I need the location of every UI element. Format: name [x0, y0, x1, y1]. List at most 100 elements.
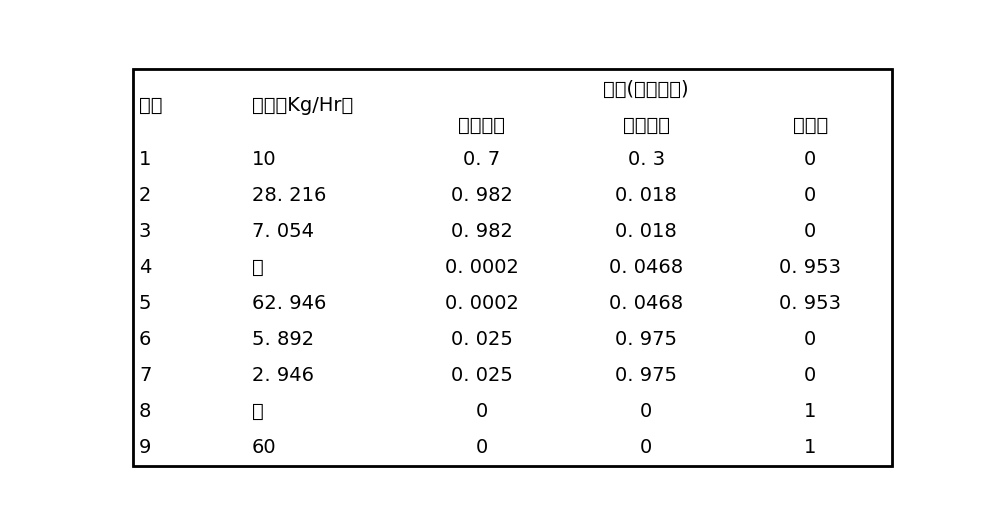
- Bar: [400, 177, 564, 214]
- Text: 0: 0: [804, 330, 816, 349]
- Bar: [728, 250, 892, 286]
- Bar: [246, 358, 400, 394]
- Bar: [400, 70, 892, 109]
- Bar: [564, 142, 728, 177]
- Bar: [246, 142, 400, 177]
- Text: 0: 0: [640, 402, 652, 421]
- Bar: [400, 322, 564, 358]
- Text: 0. 018: 0. 018: [615, 186, 677, 205]
- Bar: [728, 430, 892, 466]
- Bar: [400, 286, 564, 322]
- Text: 0. 7: 0. 7: [463, 150, 501, 169]
- Text: －: －: [252, 402, 264, 421]
- Bar: [133, 430, 246, 466]
- Text: 0. 018: 0. 018: [615, 222, 677, 241]
- Bar: [133, 177, 246, 214]
- Text: 62. 946: 62. 946: [252, 294, 326, 313]
- Text: 1: 1: [804, 402, 816, 421]
- Bar: [564, 358, 728, 394]
- Bar: [400, 142, 564, 177]
- Text: 0. 982: 0. 982: [451, 186, 513, 205]
- Bar: [728, 177, 892, 214]
- Text: 0: 0: [804, 222, 816, 241]
- Text: 7: 7: [139, 366, 151, 385]
- Text: 0: 0: [804, 150, 816, 169]
- Bar: [728, 286, 892, 322]
- Bar: [246, 322, 400, 358]
- Text: 组成(重量含量): 组成(重量含量): [603, 80, 689, 99]
- Bar: [728, 109, 892, 142]
- Bar: [133, 214, 246, 250]
- Text: 2: 2: [139, 186, 151, 205]
- Bar: [564, 286, 728, 322]
- Bar: [728, 142, 892, 177]
- Text: 0. 975: 0. 975: [615, 330, 677, 349]
- Bar: [564, 250, 728, 286]
- Text: 0. 0468: 0. 0468: [609, 258, 683, 277]
- Text: 0. 025: 0. 025: [451, 366, 513, 385]
- Text: 苯乙腹: 苯乙腹: [793, 116, 828, 135]
- Text: 0: 0: [804, 186, 816, 205]
- Bar: [246, 394, 400, 430]
- Text: 0: 0: [640, 438, 652, 457]
- Bar: [246, 70, 400, 142]
- Text: 0: 0: [804, 366, 816, 385]
- Text: 1: 1: [804, 438, 816, 457]
- Text: 9: 9: [139, 438, 151, 457]
- Text: 0. 975: 0. 975: [615, 366, 677, 385]
- Text: 5. 892: 5. 892: [252, 330, 314, 349]
- Text: 1: 1: [139, 150, 151, 169]
- Bar: [400, 250, 564, 286]
- Text: 0. 982: 0. 982: [451, 222, 513, 241]
- Bar: [133, 142, 246, 177]
- Text: 0. 3: 0. 3: [628, 150, 665, 169]
- Bar: [133, 358, 246, 394]
- Bar: [564, 109, 728, 142]
- Text: 物流: 物流: [139, 96, 162, 115]
- Bar: [564, 394, 728, 430]
- Text: 0. 0468: 0. 0468: [609, 294, 683, 313]
- Text: 10: 10: [252, 150, 277, 169]
- Bar: [133, 250, 246, 286]
- Text: 3: 3: [139, 222, 151, 241]
- Bar: [564, 430, 728, 466]
- Text: 0. 953: 0. 953: [779, 258, 841, 277]
- Bar: [564, 322, 728, 358]
- Text: 7. 054: 7. 054: [252, 222, 314, 241]
- Bar: [400, 394, 564, 430]
- Text: 60: 60: [252, 438, 277, 457]
- Bar: [133, 70, 246, 142]
- Bar: [728, 214, 892, 250]
- Text: 2. 946: 2. 946: [252, 366, 314, 385]
- Bar: [246, 177, 400, 214]
- Bar: [246, 250, 400, 286]
- Text: 0: 0: [476, 402, 488, 421]
- Text: 0: 0: [476, 438, 488, 457]
- Text: 4: 4: [139, 258, 151, 277]
- Text: 对甲乙苯: 对甲乙苯: [623, 116, 670, 135]
- Text: 6: 6: [139, 330, 151, 349]
- Bar: [728, 358, 892, 394]
- Bar: [400, 214, 564, 250]
- Text: 0. 025: 0. 025: [451, 330, 513, 349]
- Text: 0. 0002: 0. 0002: [445, 294, 519, 313]
- Bar: [133, 286, 246, 322]
- Text: 流量（Kg/Hr）: 流量（Kg/Hr）: [252, 96, 353, 115]
- Text: 8: 8: [139, 402, 151, 421]
- Bar: [564, 177, 728, 214]
- Text: －: －: [252, 258, 264, 277]
- Text: 5: 5: [139, 294, 151, 313]
- Text: 间甲乙苯: 间甲乙苯: [458, 116, 505, 135]
- Bar: [246, 286, 400, 322]
- Text: 0. 953: 0. 953: [779, 294, 841, 313]
- Bar: [400, 430, 564, 466]
- Bar: [728, 394, 892, 430]
- Bar: [400, 109, 564, 142]
- Bar: [246, 430, 400, 466]
- Bar: [564, 214, 728, 250]
- Bar: [400, 358, 564, 394]
- Bar: [133, 394, 246, 430]
- Text: 28. 216: 28. 216: [252, 186, 326, 205]
- Text: 0. 0002: 0. 0002: [445, 258, 519, 277]
- Bar: [246, 214, 400, 250]
